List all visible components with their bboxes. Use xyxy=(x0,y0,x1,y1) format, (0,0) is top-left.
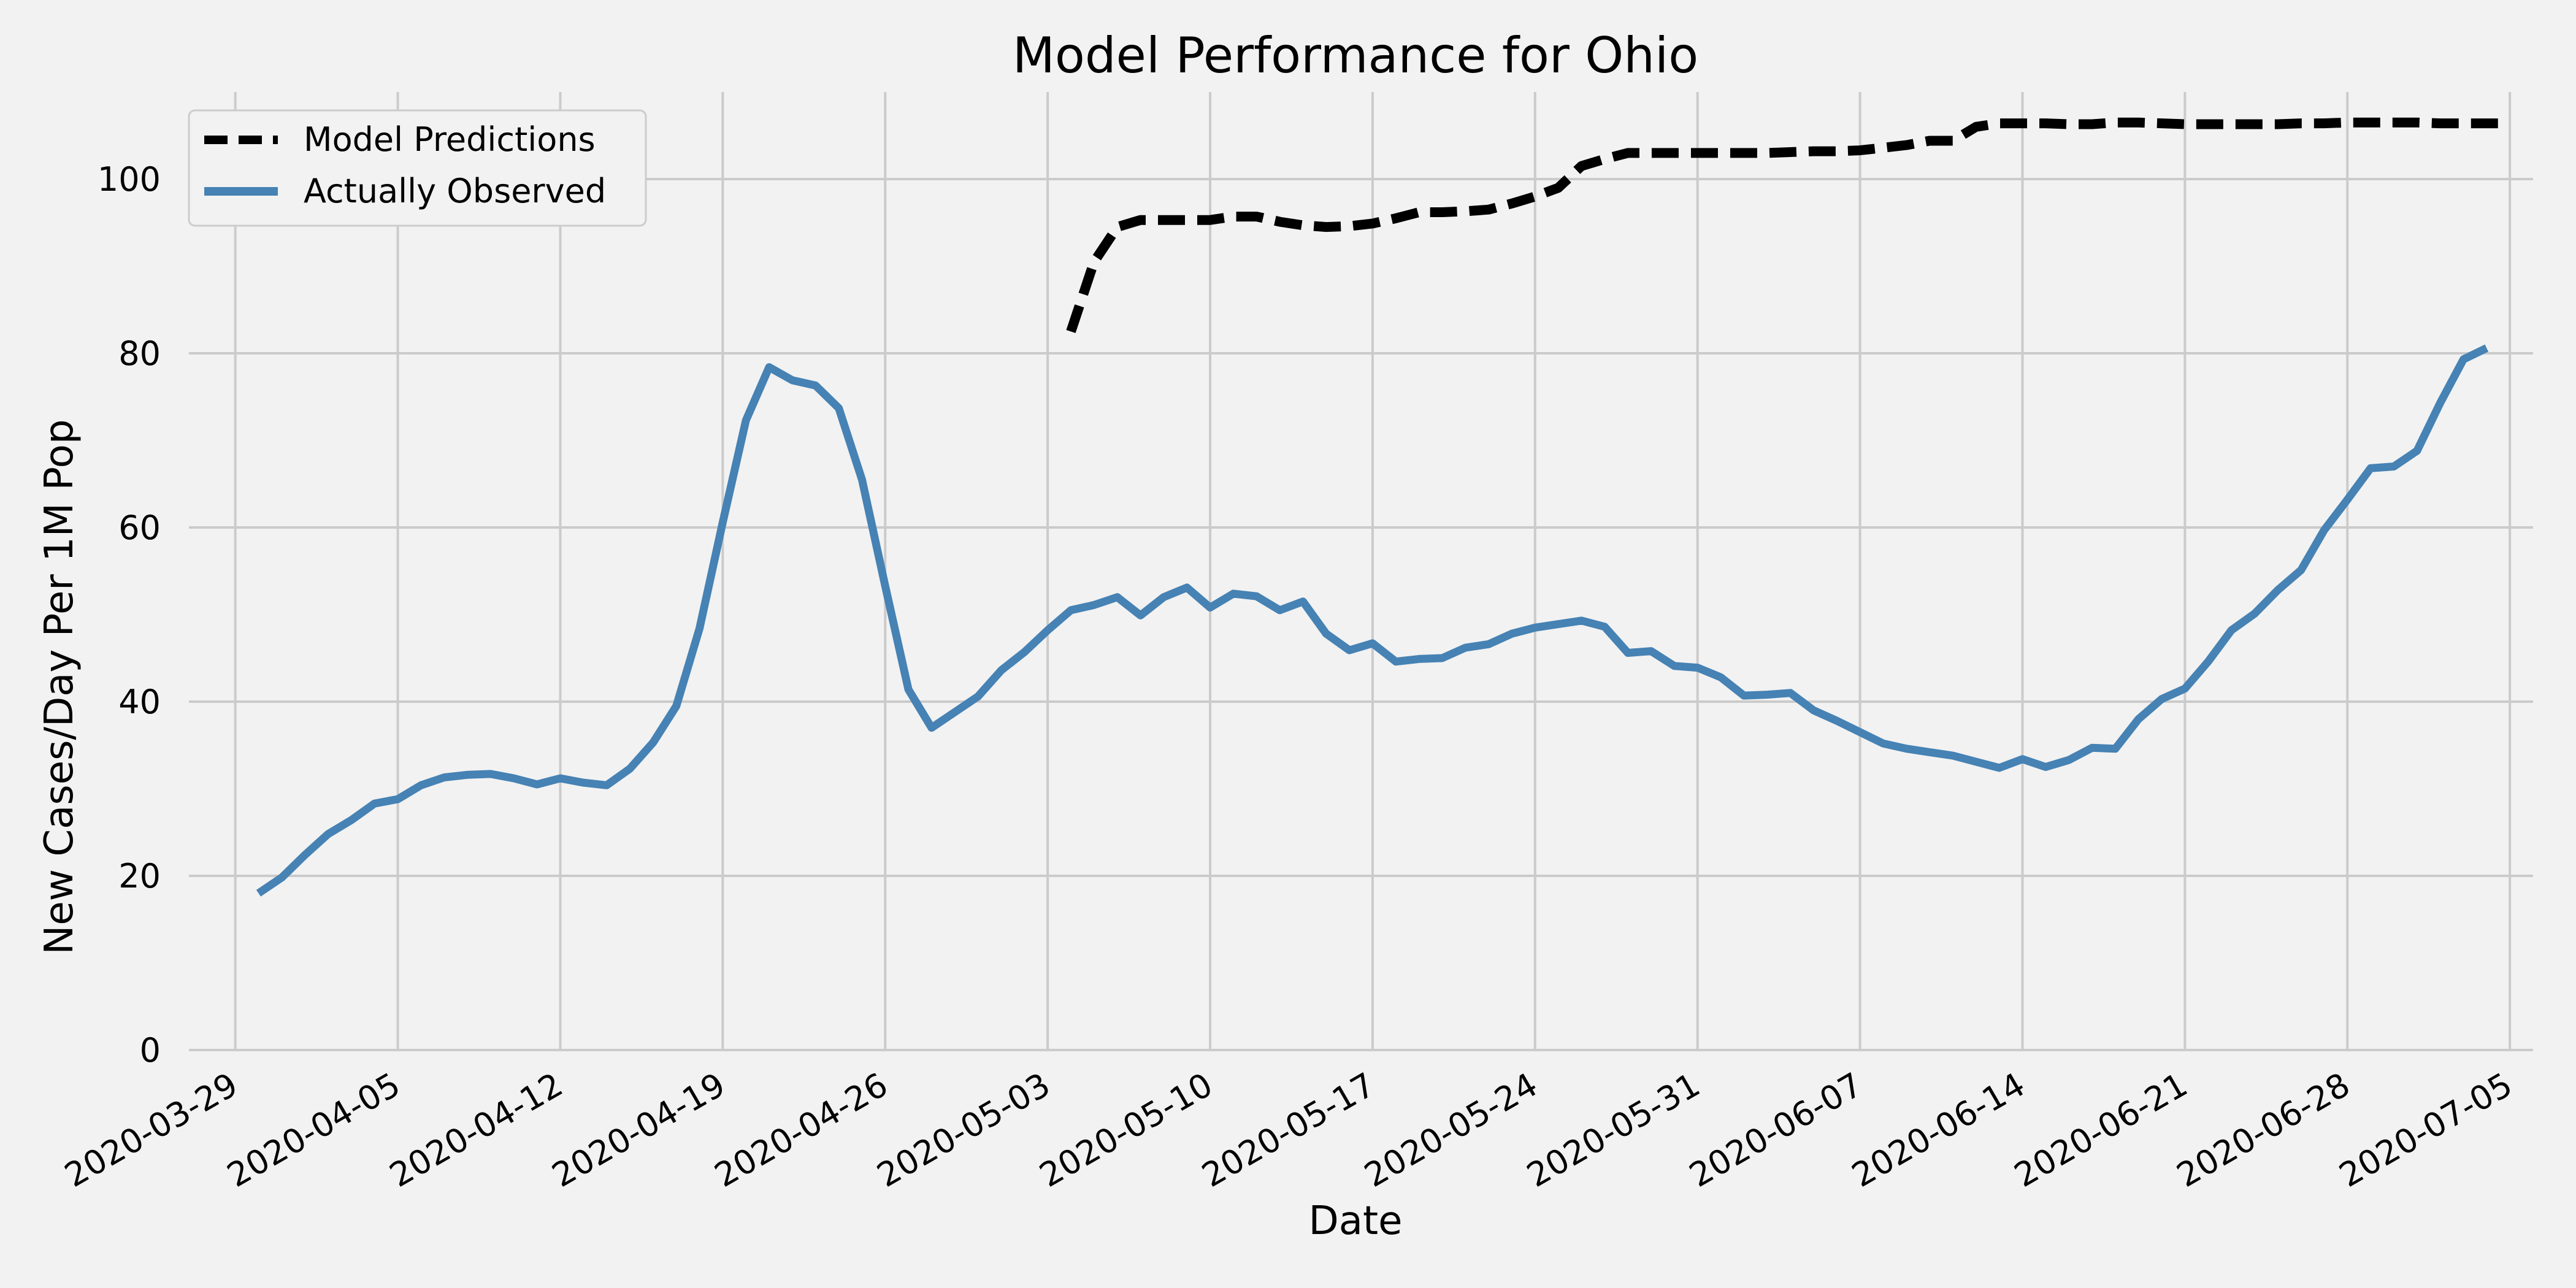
y-tick-label: 40 xyxy=(118,683,161,721)
y-tick-label: 20 xyxy=(118,857,161,895)
legend-label-model-predictions: Model Predictions xyxy=(304,120,596,159)
x-axis-label: Date xyxy=(1309,1198,1403,1244)
series-lines xyxy=(256,117,2510,897)
legend-box xyxy=(188,109,647,227)
chart-title: Model Performance for Ohio xyxy=(1013,27,1698,84)
legend: Model Predictions Actually Observed xyxy=(188,109,647,227)
legend-label-actually-observed: Actually Observed xyxy=(304,172,606,210)
y-tick-label: 0 xyxy=(140,1031,161,1070)
y-axis-label: New Cases/Day Per 1M Pop xyxy=(37,420,82,955)
series-line-actually-observed xyxy=(256,344,2489,897)
y-tick-label: 60 xyxy=(118,508,161,547)
series-line-model-predictions xyxy=(1066,117,2510,334)
y-tick-label: 80 xyxy=(118,334,161,373)
y-tick-label: 100 xyxy=(98,160,161,199)
